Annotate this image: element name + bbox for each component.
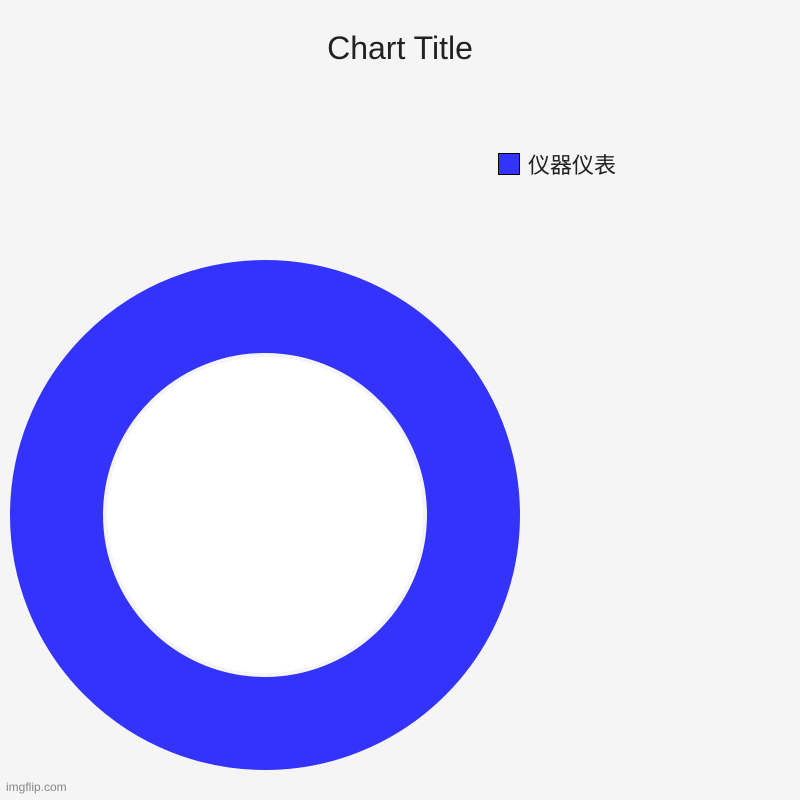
donut-chart	[10, 260, 520, 770]
chart-title: Chart Title	[0, 30, 800, 67]
legend-swatch	[498, 153, 520, 175]
legend: 仪器仪表	[498, 148, 616, 180]
donut-svg	[10, 260, 520, 770]
donut-center	[107, 357, 423, 673]
watermark: imgflip.com	[6, 780, 67, 794]
legend-label: 仪器仪表	[528, 148, 616, 180]
